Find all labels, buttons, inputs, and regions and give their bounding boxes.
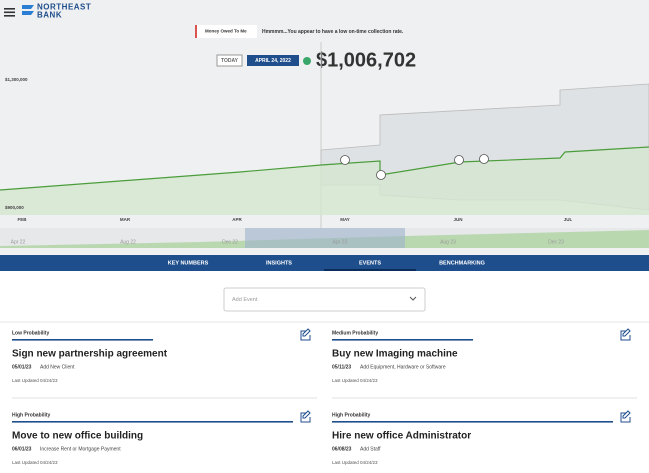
probability: High Probability — [12, 412, 51, 418]
navigator-selection[interactable] — [245, 228, 405, 248]
event-title: Hire new office Administrator — [332, 431, 471, 442]
tab[interactable]: INSIGHTS — [266, 260, 292, 266]
logo-text: NORTHEAST — [37, 3, 91, 12]
today-button[interactable] — [216, 54, 243, 67]
last-updated: Last Updated 04/24/23 — [332, 460, 378, 465]
navigator-label: Apr 22 — [11, 239, 26, 245]
probability-bar — [12, 421, 293, 423]
probability-bar — [12, 339, 153, 341]
tab-underline — [324, 269, 416, 271]
x-tick-label: APR — [232, 217, 242, 222]
today-label[interactable]: TODAY — [221, 58, 239, 64]
dropdown-caret[interactable] — [409, 296, 417, 301]
navigator-label: Apr 23 — [333, 239, 348, 245]
tab-bar — [0, 255, 649, 271]
x-tick-label: JUL — [564, 217, 573, 222]
probability: Low Probability — [12, 330, 49, 336]
event-date: 05/11/23 — [332, 364, 351, 370]
date-label: APRIL 24, 2022 — [255, 58, 291, 64]
probability-bar — [332, 339, 473, 341]
amount: $1,006,702 — [316, 49, 416, 71]
edit-icon[interactable] — [620, 328, 631, 341]
event-date: 05/01/23 — [12, 364, 32, 370]
navigator-label: Dec 23 — [548, 239, 564, 245]
area — [0, 147, 649, 215]
event-category: Add New Client — [40, 364, 75, 370]
event-date: 06/08/23 — [332, 446, 352, 452]
line — [0, 146, 649, 191]
x-tick-label: FEB — [18, 217, 28, 222]
dropdown-placeholder[interactable]: Add Event — [232, 297, 258, 303]
navigator-label: Aug 22 — [120, 239, 136, 245]
legend-box — [195, 25, 257, 38]
menu-icon[interactable] — [4, 8, 15, 17]
event-markers[interactable] — [340, 154, 489, 180]
x-tick-label: JUN — [453, 217, 462, 222]
edit-icon[interactable] — [620, 410, 631, 423]
navigator-label: Aug 23 — [440, 239, 456, 245]
edit-icon[interactable] — [300, 410, 311, 423]
navigator-label: Dec 22 — [222, 239, 238, 245]
event-title: Buy new Imaging machine — [332, 349, 458, 360]
logo-mark — [22, 5, 34, 15]
last-updated: Last Updated 04/24/23 — [12, 460, 58, 465]
event-category: Add Equipment, Hardware or Software — [360, 364, 446, 370]
date-box — [247, 55, 299, 66]
y-tick-label: $1,300,000 — [5, 77, 28, 82]
legend-swatch — [195, 25, 197, 38]
logo-text: BANK — [37, 11, 62, 20]
y-tick-label: $900,000 — [5, 205, 24, 210]
probability-bar — [332, 421, 613, 423]
edit-icon[interactable] — [300, 328, 311, 341]
tab[interactable]: BENCHMARKING — [439, 260, 485, 266]
message: Hmmmm...You appear to have a low on-time… — [262, 29, 404, 35]
last-updated: Last Updated 04/24/23 — [332, 378, 378, 383]
tab[interactable]: EVENTS — [359, 260, 381, 266]
event-title: Move to new office building — [12, 431, 143, 442]
legend-label: Money Owed To Me — [205, 29, 247, 34]
status-dot — [303, 57, 311, 65]
probability: Medium Probability — [332, 330, 378, 336]
dropdown[interactable] — [223, 287, 426, 312]
probability: High Probability — [332, 412, 371, 418]
x-tick-label: MAR — [120, 217, 131, 222]
x-tick-label: MAY — [340, 217, 350, 222]
event-date: 06/01/23 — [12, 446, 32, 452]
event-category: Increase Rent or Mortgage Payment — [40, 446, 121, 452]
tab[interactable]: KEY NUMBERS — [168, 260, 209, 266]
last-updated: Last Updated 04/24/23 — [12, 378, 58, 383]
event-category: Add Staff — [360, 446, 381, 452]
event-title: Sign new partnership agreement — [12, 349, 168, 360]
